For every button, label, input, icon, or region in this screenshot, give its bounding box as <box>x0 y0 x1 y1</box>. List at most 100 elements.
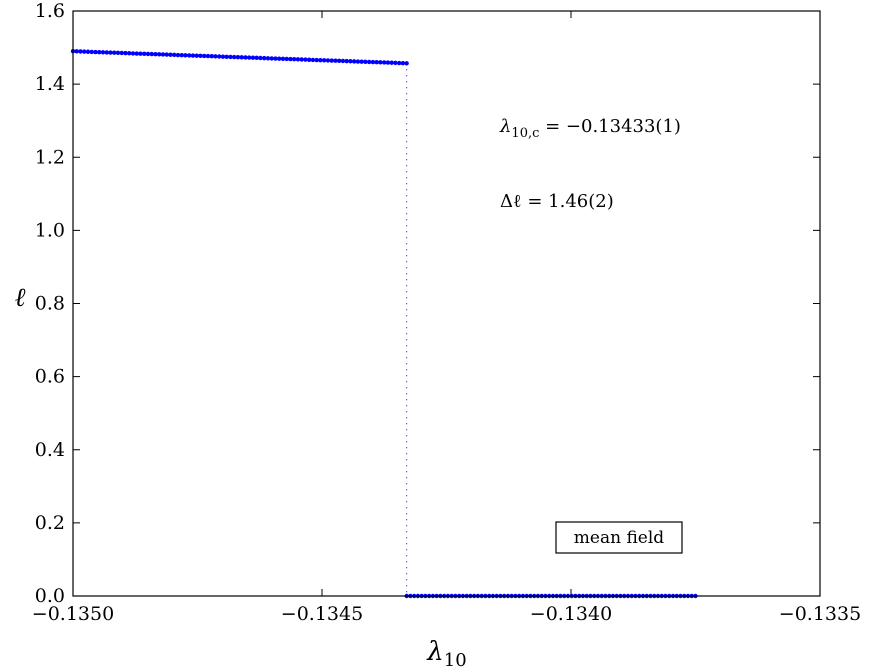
data-point <box>359 59 364 64</box>
tick-labels: −0.1350 −0.1345 −0.1340 −0.1335 0.0 0.2 0.4 0.6… <box>32 0 861 625</box>
data-point <box>329 58 334 63</box>
data-point <box>306 57 312 62</box>
data-point <box>142 51 147 56</box>
data-point <box>127 51 132 56</box>
data-point <box>400 60 406 66</box>
data-point <box>295 57 301 62</box>
data-point <box>333 58 338 63</box>
data-point <box>374 59 379 65</box>
data-point <box>325 58 331 63</box>
data-point <box>205 53 211 59</box>
data-point <box>385 60 391 65</box>
data-point <box>224 54 229 59</box>
data-point <box>389 60 394 65</box>
data-point <box>247 55 252 60</box>
data-point <box>228 54 233 60</box>
data-point <box>74 49 79 54</box>
data-point <box>198 53 203 59</box>
data-point <box>97 49 102 55</box>
data-point <box>232 54 237 60</box>
data-point <box>303 57 308 62</box>
data-point <box>310 57 316 63</box>
x-tick-label: −0.1340 <box>530 603 612 625</box>
data-point <box>276 56 282 61</box>
data-point <box>280 56 286 62</box>
data-point <box>340 58 346 64</box>
y-tick-label: 0.4 <box>35 439 65 461</box>
y-tick-label: 0.0 <box>35 585 65 607</box>
data-point <box>381 60 387 65</box>
x-tick-label: −0.1335 <box>779 603 861 625</box>
data-point <box>168 52 173 57</box>
data-point <box>187 53 192 58</box>
data-point <box>130 51 136 56</box>
data-point <box>82 49 87 54</box>
y-tick-label: 0.8 <box>35 293 65 315</box>
data-point <box>100 50 106 55</box>
data-point <box>89 49 94 55</box>
data-point <box>134 51 139 56</box>
data-point <box>378 60 383 65</box>
data-point <box>291 57 297 62</box>
data-point <box>112 50 117 55</box>
legend-box <box>555 521 683 554</box>
axis-ticks <box>72 10 821 597</box>
data-point <box>250 55 256 60</box>
data-point <box>336 58 342 64</box>
data-point <box>104 50 109 55</box>
y-tick-label: 0.2 <box>35 512 65 534</box>
x-axis-label: λ10 <box>426 637 466 670</box>
data-point <box>190 53 196 58</box>
data-point <box>235 54 241 60</box>
data-point <box>160 52 166 57</box>
y-tick-label: 0.6 <box>35 366 65 388</box>
data-point <box>183 53 188 58</box>
data-point <box>179 52 184 58</box>
y-tick-label: 1.0 <box>35 219 65 241</box>
data-point <box>396 60 402 66</box>
data-point <box>220 54 226 59</box>
data-point <box>288 56 293 62</box>
data-point <box>318 57 323 63</box>
data-point <box>217 54 222 59</box>
data-point <box>261 55 267 61</box>
data-point <box>314 57 319 63</box>
data-point <box>175 52 181 58</box>
x-tick-label: −0.1350 <box>32 603 114 625</box>
data-point <box>123 50 128 56</box>
data-point <box>93 49 98 55</box>
data-point <box>157 52 162 57</box>
data-point <box>258 55 263 61</box>
data-point <box>85 49 91 54</box>
y-axis-label: ℓ <box>15 283 26 313</box>
data-point <box>119 50 124 56</box>
data-point <box>355 59 361 64</box>
data-point <box>239 55 244 60</box>
data-point <box>108 50 113 55</box>
data-point <box>348 59 353 64</box>
data-point <box>299 57 304 62</box>
data-point <box>194 53 199 58</box>
data-point <box>351 59 357 64</box>
y-tick-label: 1.2 <box>35 146 65 168</box>
plot-frame <box>72 10 821 597</box>
data-point <box>269 56 274 61</box>
data-point <box>202 53 207 59</box>
data-point <box>153 52 158 57</box>
jump-annotation: Δℓ = 1.46(2) <box>500 191 614 212</box>
data-point <box>115 50 121 56</box>
data-point <box>370 59 376 65</box>
data-point <box>209 54 214 59</box>
y-tick-label: 1.6 <box>35 0 65 22</box>
data-point <box>265 56 271 61</box>
legend: mean field <box>555 521 683 554</box>
data-point <box>344 58 349 64</box>
data-point <box>363 59 368 64</box>
data-point <box>164 52 169 57</box>
data-point <box>145 51 151 57</box>
data-point <box>366 59 372 65</box>
x-tick-label: −0.1345 <box>281 603 363 625</box>
data-point <box>149 51 154 57</box>
critical-point-annotation: λ10,c = −0.13433(1) <box>499 116 681 141</box>
